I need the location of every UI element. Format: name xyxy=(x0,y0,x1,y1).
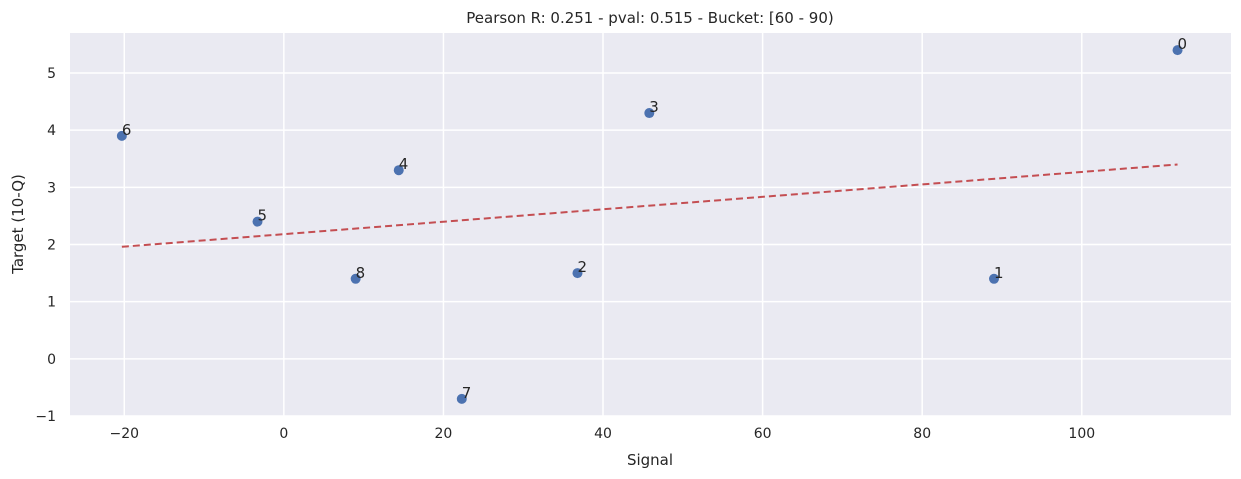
point-label: 5 xyxy=(258,207,268,225)
data-point xyxy=(252,216,263,227)
data-point xyxy=(1172,45,1183,56)
data-points: 0 1 2 3 4 5 6 7 8 xyxy=(116,35,1188,404)
point-label: 6 xyxy=(122,121,132,139)
data-point xyxy=(350,273,361,284)
point-label: 4 xyxy=(399,155,409,173)
y-tick-label: 0 xyxy=(47,352,56,368)
y-axis-label: Target (10-Q) xyxy=(9,174,27,275)
data-point xyxy=(572,268,583,279)
x-tick-label: 20 xyxy=(435,426,453,442)
y-tick-label: 5 xyxy=(47,66,56,82)
y-tick-label: 2 xyxy=(47,238,56,254)
point-label: 8 xyxy=(356,264,366,282)
x-tick-label: −20 xyxy=(109,426,139,442)
x-tick-label: 100 xyxy=(1068,426,1095,442)
x-axis-ticks: −20 0 20 40 60 80 100 xyxy=(109,426,1095,442)
x-axis-label: Signal xyxy=(627,451,673,469)
data-point xyxy=(456,393,467,404)
trend-line xyxy=(121,163,1178,248)
data-point xyxy=(644,108,655,119)
y-tick-label: 1 xyxy=(47,295,56,311)
point-label: 2 xyxy=(577,258,587,276)
point-label: 7 xyxy=(462,384,472,402)
plot-area xyxy=(70,33,1231,416)
x-tick-label: 40 xyxy=(594,426,612,442)
chart-title: Pearson R: 0.251 - pval: 0.515 - Bucket:… xyxy=(466,9,833,27)
grid-lines xyxy=(70,33,1231,417)
y-tick-label: 3 xyxy=(47,180,56,196)
point-label: 3 xyxy=(649,98,659,116)
point-label: 0 xyxy=(1178,35,1188,53)
data-point xyxy=(393,165,404,176)
data-point xyxy=(989,273,1000,284)
x-tick-label: 0 xyxy=(279,426,288,442)
y-axis-ticks: −1 0 1 2 3 4 5 xyxy=(35,66,56,425)
regression-line xyxy=(121,163,1178,248)
point-label: 1 xyxy=(994,264,1004,282)
x-tick-label: 80 xyxy=(913,426,931,442)
y-tick-label: 4 xyxy=(47,123,56,139)
y-tick-label: −1 xyxy=(35,409,56,425)
x-tick-label: 60 xyxy=(754,426,772,442)
data-point xyxy=(116,130,127,141)
